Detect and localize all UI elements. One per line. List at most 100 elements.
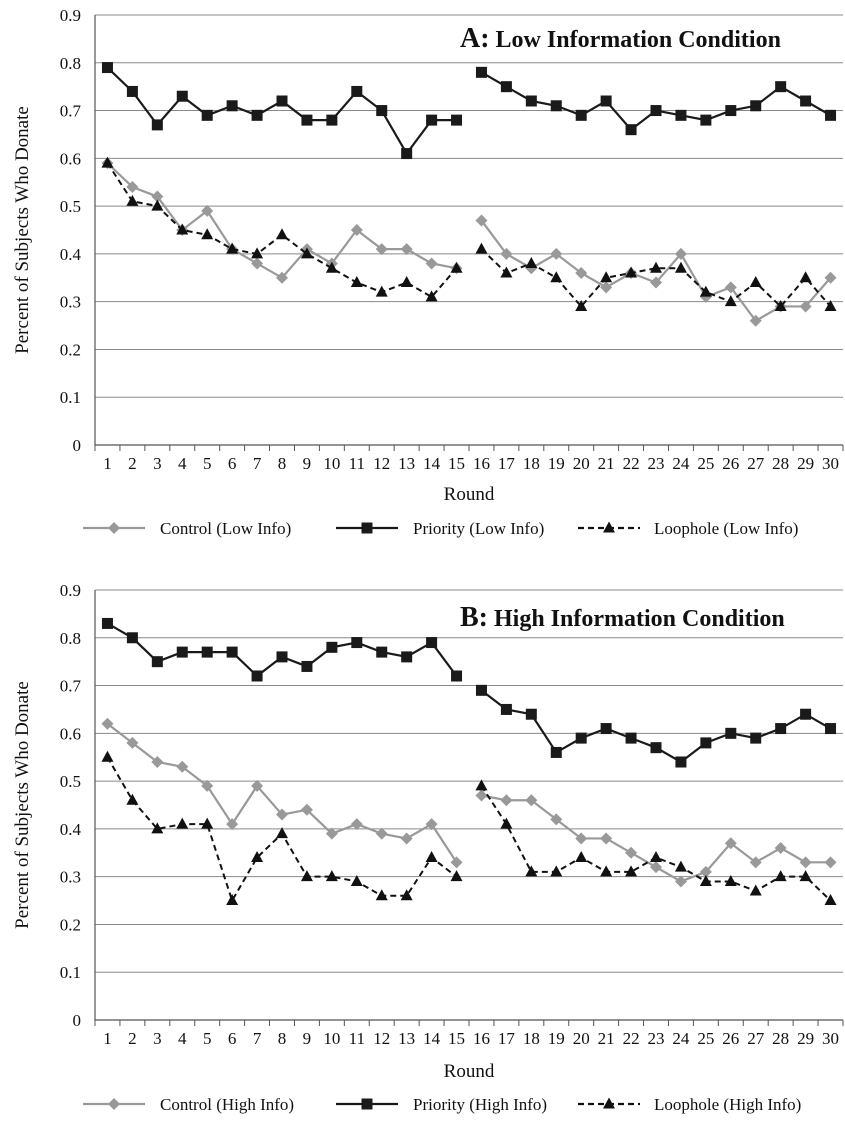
- x-tick-label: 4: [178, 1029, 187, 1048]
- x-tick-label: 20: [573, 454, 590, 473]
- data-point: [550, 813, 563, 826]
- data-point: [351, 85, 363, 97]
- data-point: [176, 90, 188, 102]
- x-axis-title: Round: [444, 484, 495, 505]
- x-tick-label: 29: [797, 1029, 814, 1048]
- x-tick-label: 8: [278, 1029, 287, 1048]
- data-point: [375, 285, 388, 297]
- data-point: [700, 737, 712, 749]
- x-tick-label: 10: [323, 454, 340, 473]
- data-point: [326, 114, 338, 126]
- data-point: [201, 646, 213, 658]
- data-point: [575, 851, 588, 863]
- x-tick-label: 16: [473, 1029, 490, 1048]
- data-point: [725, 105, 737, 117]
- x-axis-title: Round: [444, 1061, 495, 1082]
- data-point: [824, 856, 837, 869]
- data-point: [575, 299, 588, 311]
- data-point: [674, 860, 687, 872]
- x-tick-label: 13: [398, 454, 415, 473]
- data-point: [101, 617, 113, 629]
- x-tick-label: 12: [373, 454, 390, 473]
- data-point: [151, 656, 163, 668]
- data-point: [101, 717, 114, 730]
- x-tick-label: 22: [623, 454, 640, 473]
- data-point: [824, 271, 837, 284]
- series-1: [101, 62, 837, 160]
- data-point: [151, 822, 164, 834]
- x-tick-label: 27: [747, 1029, 765, 1048]
- data-point: [550, 271, 563, 283]
- x-tick-label: 30: [822, 454, 839, 473]
- x-tick-label: 1: [103, 454, 112, 473]
- data-point: [425, 851, 438, 863]
- data-point: [251, 109, 263, 121]
- data-point: [350, 224, 363, 236]
- data-point: [550, 865, 563, 877]
- data-point: [775, 81, 787, 93]
- x-tick-label: 28: [772, 454, 789, 473]
- data-point: [525, 865, 538, 877]
- x-tick-label: 2: [128, 454, 137, 473]
- data-point: [699, 874, 712, 886]
- y-tick-label: 0.3: [60, 293, 81, 312]
- x-tick-label: 9: [303, 454, 312, 473]
- y-tick-label: 0.8: [60, 54, 81, 73]
- x-tick-label: 7: [253, 1029, 262, 1048]
- legend-label: Control (Low Info): [160, 519, 291, 538]
- data-point: [375, 827, 388, 840]
- data-point: [749, 884, 762, 896]
- y-tick-label: 0.2: [60, 340, 81, 359]
- x-tick-label: 26: [722, 1029, 739, 1048]
- series-0: [101, 157, 837, 327]
- data-point: [276, 651, 288, 663]
- x-tick-label: 29: [797, 454, 814, 473]
- data-point: [226, 100, 238, 112]
- data-point: [500, 703, 512, 715]
- data-point: [226, 646, 238, 658]
- data-point: [675, 109, 687, 121]
- x-tick-label: 13: [398, 1029, 415, 1048]
- data-point: [699, 865, 712, 878]
- data-point: [301, 114, 313, 126]
- data-point: [251, 670, 263, 682]
- data-point: [276, 827, 288, 839]
- y-tick-label: 0.5: [60, 197, 81, 216]
- data-point: [325, 870, 338, 882]
- series-line: [106, 162, 458, 299]
- data-point: [799, 870, 812, 882]
- data-point: [749, 856, 762, 869]
- data-point: [550, 100, 562, 112]
- data-point: [276, 808, 288, 821]
- data-point: [201, 228, 214, 240]
- data-point: [625, 846, 638, 859]
- data-point: [525, 794, 538, 807]
- x-tick-label: 17: [498, 1029, 516, 1048]
- x-tick-label: 5: [203, 1029, 212, 1048]
- data-point: [674, 247, 687, 260]
- data-point: [251, 257, 264, 270]
- data-point: [151, 756, 164, 768]
- data-point: [625, 865, 638, 877]
- x-tick-label: 25: [697, 454, 714, 473]
- data-point: [276, 271, 288, 284]
- y-tick-label: 0.7: [60, 102, 82, 121]
- data-point: [451, 670, 463, 682]
- data-point: [625, 124, 637, 136]
- data-point: [500, 81, 512, 93]
- y-tick-label: 0.7: [60, 677, 82, 696]
- chart-title: A: Low Information Condition: [460, 23, 781, 54]
- legend-marker: [361, 522, 373, 534]
- data-point: [774, 299, 787, 311]
- data-point: [799, 856, 812, 869]
- data-point: [300, 803, 313, 816]
- data-point: [475, 214, 488, 227]
- data-point: [450, 856, 463, 869]
- data-point: [400, 243, 413, 256]
- y-tick-label: 0: [73, 1011, 82, 1030]
- data-point: [600, 271, 613, 283]
- series-2: [101, 156, 837, 311]
- y-tick-label: 0.5: [60, 772, 81, 791]
- x-tick-label: 21: [598, 1029, 615, 1048]
- data-point: [426, 114, 438, 126]
